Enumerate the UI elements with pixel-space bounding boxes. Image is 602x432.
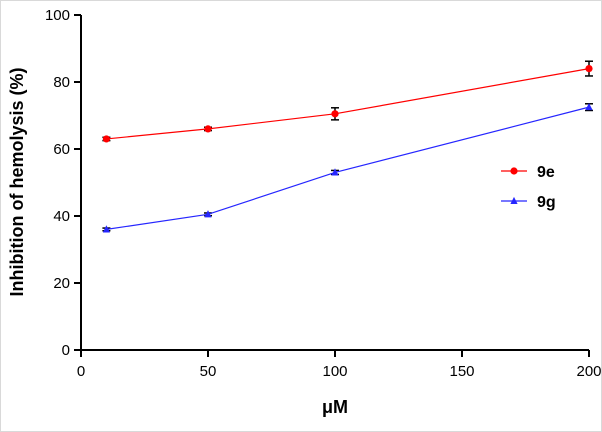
- y-tick-label: 60: [53, 141, 70, 158]
- x-tick-label: 50: [200, 363, 217, 380]
- data-point-triangle: [204, 210, 212, 218]
- x-tick-label: 200: [576, 363, 601, 380]
- series-line: [106, 68, 590, 140]
- x-axis-title: μM: [322, 397, 348, 417]
- series-9e: [102, 60, 593, 143]
- y-tick-label: 20: [53, 275, 70, 292]
- data-series: [102, 60, 593, 233]
- axis-ticks: 0 50 100 150 200 0 20 40 60 80 100: [45, 7, 601, 380]
- data-point-triangle: [331, 168, 339, 176]
- data-point-circle: [204, 125, 212, 133]
- legend-label: 9g: [537, 194, 556, 211]
- y-tick-label: 40: [53, 208, 70, 225]
- x-tick-label: 0: [77, 363, 85, 380]
- y-axis-title: Inhibition of hemolysis (%): [7, 67, 27, 296]
- legend-label: 9e: [537, 164, 555, 181]
- data-point-circle: [510, 167, 518, 175]
- axes: [80, 15, 589, 351]
- y-tick-label: 80: [53, 74, 70, 91]
- legend-entry-9g: 9g: [501, 194, 556, 211]
- series-line: [106, 106, 590, 230]
- data-point-triangle: [585, 102, 593, 111]
- x-tick-label: 100: [322, 363, 347, 380]
- legend-entry-9e: 9e: [501, 164, 555, 181]
- data-point-circle: [585, 65, 593, 73]
- data-point-triangle: [510, 196, 518, 205]
- legend: 9e 9g: [501, 164, 556, 211]
- data-point-triangle: [102, 225, 110, 233]
- y-tick-label: 100: [45, 7, 70, 24]
- x-tick-label: 150: [449, 363, 474, 380]
- y-tick-label: 0: [62, 342, 70, 359]
- data-point-circle: [102, 135, 110, 143]
- data-point-circle: [331, 110, 339, 118]
- series-9g: [102, 102, 593, 233]
